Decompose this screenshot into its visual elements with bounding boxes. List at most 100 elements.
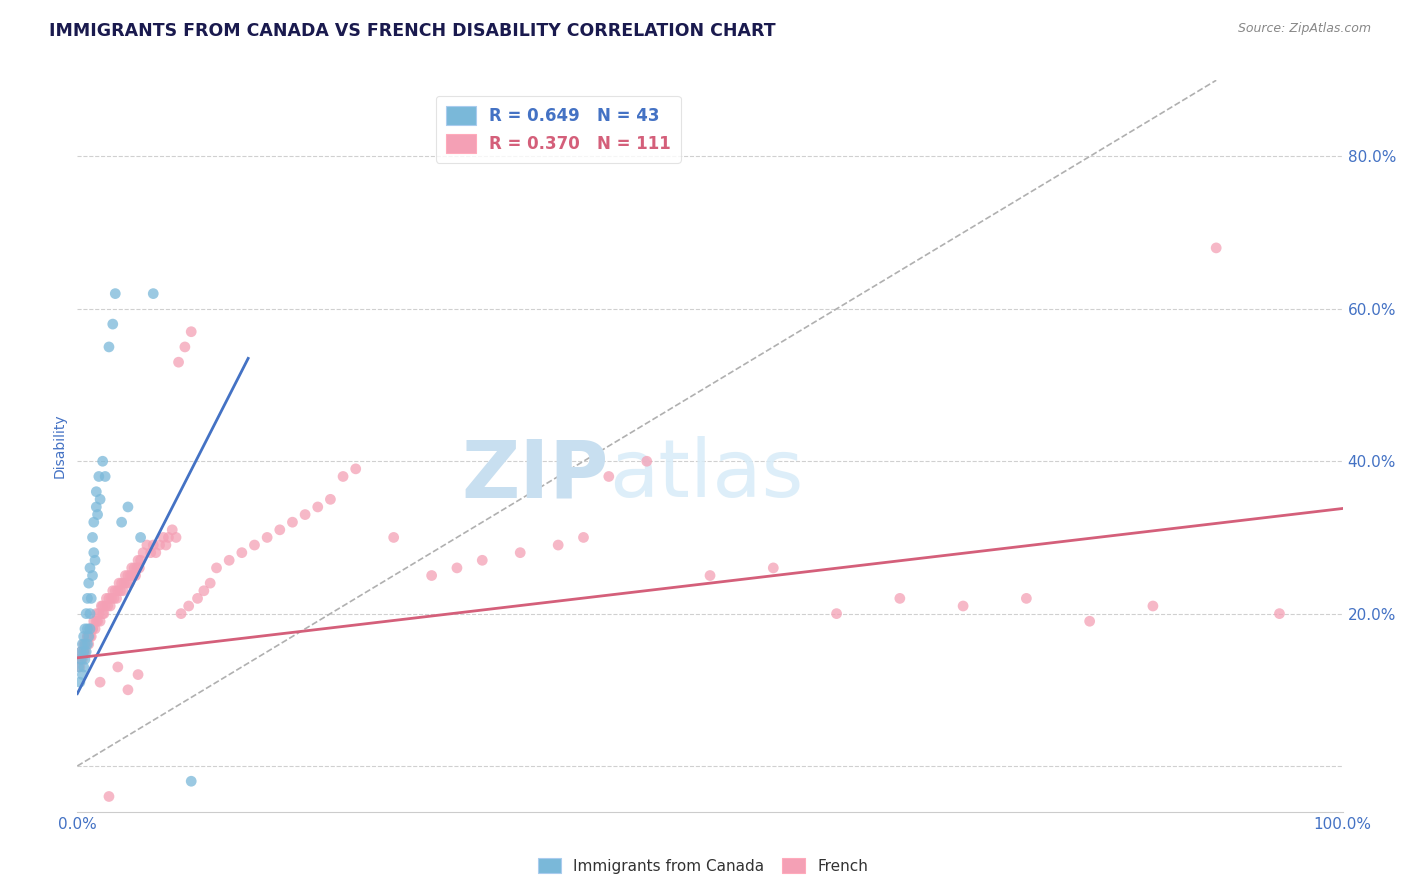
Legend: Immigrants from Canada, French: Immigrants from Canada, French <box>531 852 875 880</box>
Point <box>73 637 96 651</box>
Point <box>231 546 253 560</box>
Point <box>86 500 108 514</box>
Point <box>79 622 101 636</box>
Point <box>98 340 120 354</box>
Point <box>89 675 111 690</box>
Point <box>72 637 94 651</box>
Point <box>93 607 115 621</box>
Point <box>98 789 120 804</box>
Point <box>420 568 443 582</box>
Point <box>471 553 494 567</box>
Point <box>76 637 98 651</box>
Point <box>111 515 132 529</box>
Point <box>307 500 329 514</box>
Point <box>87 469 110 483</box>
Point <box>82 568 104 582</box>
Point <box>1205 241 1227 255</box>
Point <box>111 576 132 591</box>
Point <box>269 523 291 537</box>
Legend: R = 0.649   N = 43, R = 0.370   N = 111: R = 0.649 N = 43, R = 0.370 N = 111 <box>436 96 681 162</box>
Point <box>115 576 138 591</box>
Point <box>103 591 125 606</box>
Point <box>77 637 100 651</box>
Point <box>825 607 848 621</box>
Point <box>107 583 129 598</box>
Point <box>157 530 180 544</box>
Point <box>86 484 108 499</box>
Point <box>142 286 165 301</box>
Point <box>200 576 222 591</box>
Text: atlas: atlas <box>609 436 803 515</box>
Point <box>70 652 93 666</box>
Point <box>83 515 105 529</box>
Point <box>101 317 124 331</box>
Point <box>193 583 215 598</box>
Point <box>572 530 595 544</box>
Point <box>117 500 139 514</box>
Point <box>547 538 569 552</box>
Point <box>98 591 120 606</box>
Point <box>77 630 100 644</box>
Point <box>98 599 121 613</box>
Point <box>76 630 98 644</box>
Point <box>155 538 177 552</box>
Point <box>124 568 146 582</box>
Point <box>73 630 96 644</box>
Point <box>89 492 111 507</box>
Point <box>91 607 114 621</box>
Point <box>86 508 108 522</box>
Point <box>75 645 97 659</box>
Point <box>889 591 911 606</box>
Point <box>83 546 105 560</box>
Point <box>76 622 98 636</box>
Point <box>127 667 149 681</box>
Point <box>104 583 127 598</box>
Point <box>1015 591 1038 606</box>
Point <box>152 530 174 544</box>
Point <box>105 591 128 606</box>
Point <box>80 630 103 644</box>
Point <box>118 576 141 591</box>
Point <box>73 637 96 651</box>
Point <box>73 660 96 674</box>
Point <box>91 599 114 613</box>
Point <box>177 599 200 613</box>
Point <box>91 454 114 468</box>
Point <box>111 583 134 598</box>
Point <box>598 469 620 483</box>
Point <box>446 561 468 575</box>
Point <box>136 538 159 552</box>
Point <box>94 469 117 483</box>
Point <box>104 286 127 301</box>
Point <box>132 546 155 560</box>
Point <box>77 576 100 591</box>
Point <box>186 591 209 606</box>
Point <box>129 553 152 567</box>
Point <box>82 622 104 636</box>
Point <box>82 530 104 544</box>
Point <box>75 607 97 621</box>
Point <box>382 530 405 544</box>
Point <box>762 561 785 575</box>
Point <box>79 561 101 575</box>
Point <box>82 622 104 636</box>
Point <box>107 660 129 674</box>
Point <box>125 561 148 575</box>
Point <box>167 355 190 369</box>
Point <box>70 645 93 659</box>
Point <box>952 599 974 613</box>
Point <box>72 652 94 666</box>
Point <box>127 553 149 567</box>
Point <box>117 682 139 697</box>
Point <box>1268 607 1291 621</box>
Point <box>162 523 183 537</box>
Point <box>256 530 278 544</box>
Point <box>509 546 531 560</box>
Point <box>114 568 136 582</box>
Point <box>69 675 91 690</box>
Point <box>1142 599 1164 613</box>
Point <box>120 568 142 582</box>
Point <box>73 622 96 636</box>
Point <box>70 645 93 659</box>
Point <box>76 591 98 606</box>
